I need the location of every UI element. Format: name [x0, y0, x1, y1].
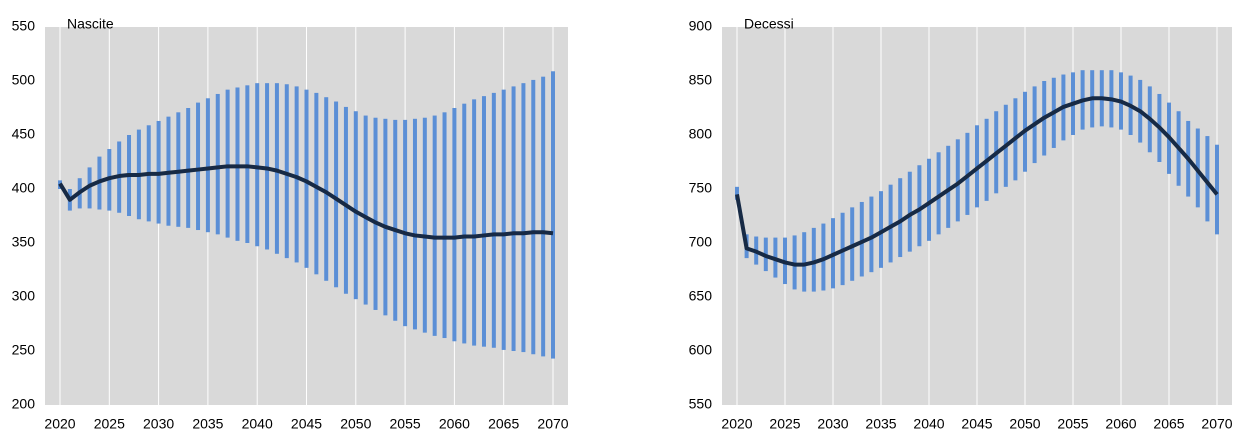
range-bar — [265, 83, 270, 250]
x-tick-label: 2070 — [1201, 416, 1232, 432]
range-bar — [792, 235, 797, 290]
range-bar — [1205, 136, 1210, 222]
range-bar — [811, 227, 816, 292]
chart-title: Decessi — [744, 16, 794, 32]
range-bar — [255, 83, 260, 247]
x-tick-label: 2065 — [488, 416, 519, 432]
range-bar — [802, 232, 807, 292]
x-tick-label: 2050 — [340, 416, 371, 432]
range-bar — [442, 112, 447, 339]
range-bar — [186, 108, 191, 228]
range-bar — [314, 92, 319, 275]
x-tick-label: 2040 — [913, 416, 944, 432]
y-tick-label: 400 — [12, 180, 36, 196]
series-line — [735, 96, 1219, 267]
range-bar — [412, 118, 417, 330]
range-bar — [859, 201, 864, 277]
x-tick-label: 2020 — [44, 416, 75, 432]
range-bar — [501, 89, 506, 350]
y-tick-label: 650 — [689, 288, 713, 304]
y-tick-label: 800 — [689, 126, 713, 142]
range-bar — [215, 93, 220, 235]
x-tick-label: 2020 — [721, 416, 752, 432]
series-line — [58, 164, 554, 240]
range-bar — [284, 84, 289, 259]
y-tick-label: 450 — [12, 126, 36, 142]
y-tick-label: 500 — [12, 72, 36, 88]
range-bar — [879, 191, 883, 268]
range-bar — [393, 119, 398, 321]
x-tick-label: 2025 — [94, 416, 125, 432]
range-bar — [294, 86, 299, 263]
range-bar — [869, 196, 874, 273]
y-tick-label: 350 — [12, 234, 36, 250]
range-bar — [196, 102, 201, 231]
x-tick-label: 2025 — [769, 416, 800, 432]
range-bar — [452, 108, 457, 342]
x-tick-label: 2050 — [1009, 416, 1040, 432]
range-bar — [225, 89, 230, 238]
y-tick-label: 700 — [689, 234, 713, 250]
x-tick-label: 2040 — [242, 416, 273, 432]
range-bar — [936, 152, 941, 235]
range-bar — [551, 71, 555, 359]
range-bar — [403, 119, 408, 327]
y-tick-label: 300 — [12, 288, 36, 304]
range-bar — [353, 111, 358, 300]
x-tick-label: 2060 — [1105, 416, 1136, 432]
range-bar — [432, 115, 437, 336]
range-bar — [531, 79, 536, 355]
chart-title: Nascite — [67, 16, 114, 32]
range-bar — [955, 139, 960, 222]
y-tick-label: 200 — [12, 396, 36, 412]
range-bar — [481, 96, 486, 347]
x-tick-label: 2055 — [1057, 416, 1088, 432]
y-tick-label: 550 — [689, 396, 713, 412]
x-tick-label: 2030 — [143, 416, 174, 432]
range-bar — [176, 112, 181, 227]
range-bar — [304, 89, 309, 268]
x-tick-label: 2070 — [537, 416, 568, 432]
x-tick-label: 2045 — [961, 416, 992, 432]
x-tick-label: 2055 — [390, 416, 421, 432]
range-bar — [205, 98, 210, 233]
y-tick-label: 600 — [689, 342, 713, 358]
range-bar — [898, 178, 903, 258]
x-tick-label: 2065 — [1153, 416, 1184, 432]
range-bar — [245, 85, 250, 243]
range-bar — [274, 83, 279, 254]
y-tick-label: 550 — [12, 18, 36, 34]
range-bar — [363, 115, 368, 305]
range-bar — [343, 106, 348, 294]
y-tick-label: 850 — [689, 72, 713, 88]
range-bar — [334, 101, 339, 288]
y-tick-label: 250 — [12, 342, 36, 358]
x-tick-label: 2035 — [865, 416, 896, 432]
range-bar — [917, 165, 922, 247]
x-tick-label: 2045 — [291, 416, 322, 432]
range-bar — [927, 158, 931, 241]
range-bar — [541, 76, 546, 357]
range-bar — [324, 97, 329, 281]
y-tick-label: 900 — [689, 18, 713, 34]
range-bar — [511, 86, 516, 352]
range-bar — [373, 117, 378, 310]
range-bar — [907, 171, 912, 252]
range-bar — [383, 118, 388, 316]
range-bar — [946, 145, 951, 228]
range-bar — [888, 184, 893, 263]
range-bar — [422, 117, 427, 333]
range-bar — [735, 186, 739, 200]
range-bar — [1215, 144, 1219, 235]
range-bar — [462, 103, 467, 344]
y-tick-label: 750 — [689, 180, 713, 196]
range-bar — [235, 87, 240, 241]
range-bar — [491, 92, 496, 348]
range-bar — [472, 99, 477, 346]
x-tick-label: 2030 — [817, 416, 848, 432]
x-tick-label: 2035 — [192, 416, 223, 432]
x-tick-label: 2060 — [439, 416, 470, 432]
range-bar — [521, 83, 526, 353]
